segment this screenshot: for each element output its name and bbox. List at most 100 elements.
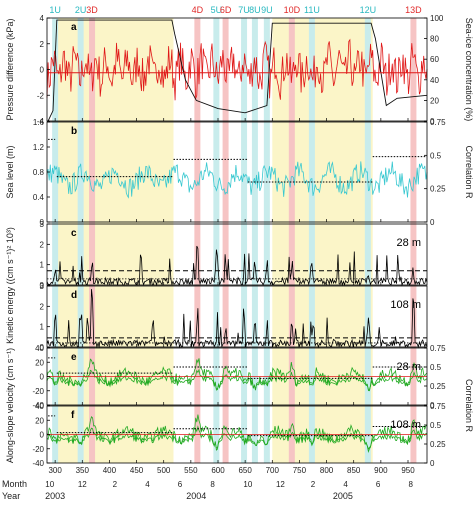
y-tick-label: 2: [40, 302, 45, 311]
panel-letter: a: [71, 22, 77, 33]
month-label: 4: [145, 480, 150, 489]
event-label: 8U: [249, 5, 261, 15]
y-tick-label: 1: [40, 323, 45, 332]
event-band: [89, 18, 96, 463]
y2-tick-label: 20: [430, 96, 439, 105]
y-tick-label: -20: [32, 445, 44, 454]
depth-label: 28 m: [397, 237, 421, 249]
y-tick-label: 3: [40, 220, 45, 229]
y-tick-label: 20: [35, 358, 44, 367]
y-tick-label: 0: [40, 343, 45, 352]
event-label: 10D: [284, 5, 301, 15]
x-tick-label: 800: [320, 466, 334, 475]
y2-tick-label: 0: [430, 401, 435, 410]
event-band: [52, 18, 59, 463]
y-tick-label: 0: [40, 218, 45, 227]
y-tick-label: 0.4: [33, 193, 45, 202]
event-band: [222, 18, 229, 463]
month-label: 4: [343, 480, 348, 489]
depth-label: 28 m: [397, 361, 421, 373]
month-label: 6: [376, 480, 381, 489]
month-label: 10: [243, 480, 252, 489]
y-axis-label: Kinetic energy ((cm s⁻¹)² 10³): [5, 227, 15, 344]
x-tick-label: 400: [103, 466, 117, 475]
panel-frame: [46, 285, 428, 348]
y-axis-label: Along-slope velocity (cm s⁻¹): [5, 348, 15, 463]
sea-level-line: [46, 161, 428, 199]
month-label: 10: [45, 480, 54, 489]
y-tick-label: 0: [40, 431, 45, 440]
x-tick-label: 600: [211, 466, 225, 475]
year-axis-title: Year: [2, 491, 20, 501]
month-label: 2: [311, 480, 316, 489]
event-label: 11U: [304, 5, 320, 15]
year-label: 2005: [333, 491, 353, 501]
y2-axis-label: Correlation R: [464, 379, 474, 433]
x-tick-label: 300: [48, 466, 62, 475]
panel-letter: d: [71, 290, 77, 301]
ice-period-band: [56, 18, 174, 463]
y2-tick-label: 0.75: [430, 118, 446, 127]
event-band: [263, 18, 270, 463]
event-label: 5U: [211, 5, 223, 15]
y-tick-label: -20: [32, 387, 44, 396]
month-label: 12: [78, 480, 87, 489]
event-label: 6D: [220, 5, 232, 15]
y-tick-label: 40: [35, 344, 44, 353]
kinetic-energy-line: [46, 245, 428, 287]
event-label: 1U: [49, 5, 61, 15]
y-tick-label: -2: [37, 91, 45, 100]
panel-frame: [46, 223, 428, 286]
y2-tick-label: 0: [430, 218, 435, 227]
month-axis-title: Month: [2, 479, 27, 489]
panel-letter: f: [71, 410, 75, 421]
y-tick-label: 0: [40, 66, 45, 75]
y2-tick-label: 100: [430, 14, 444, 23]
event-label: 3D: [86, 5, 98, 15]
y-tick-label: 0: [40, 373, 45, 382]
month-label: 12: [276, 480, 285, 489]
x-tick-label: 500: [157, 466, 171, 475]
year-label: 2003: [45, 491, 65, 501]
y2-tick-label: 40: [430, 76, 439, 85]
x-tick-label: 950: [401, 466, 415, 475]
y-tick-label: 2: [40, 240, 45, 249]
y2-tick-label: 0.5: [430, 363, 442, 372]
along-slope-velocity-line: [46, 425, 427, 451]
y-tick-label: 20: [35, 416, 44, 425]
y2-tick-label: 80: [430, 35, 439, 44]
month-label: 6: [178, 480, 183, 489]
event-band: [410, 18, 417, 463]
along-slope-velocity-line: [46, 368, 428, 391]
panel-letter: c: [71, 228, 77, 239]
x-tick-label: 650: [238, 466, 252, 475]
panel-letter: e: [71, 352, 77, 363]
x-tick-label: 900: [374, 466, 388, 475]
event-band: [251, 18, 258, 463]
x-tick-label: 700: [266, 466, 280, 475]
y-tick-label: 0: [40, 281, 45, 290]
event-band: [364, 18, 371, 463]
ice-period-band: [272, 18, 373, 463]
y-tick-label: -40: [32, 401, 44, 410]
event-label: 2U: [75, 5, 87, 15]
event-band: [288, 18, 295, 463]
event-label: 4D: [192, 5, 204, 15]
sea-ice-concentration-line: [47, 19, 428, 122]
depth-label: 108 m: [390, 299, 421, 311]
x-tick-label: 850: [347, 466, 361, 475]
y2-tick-label: 0.25: [430, 382, 446, 391]
depth-label: 108 m: [390, 419, 421, 431]
y-axis-label: Pressure difference (kPa): [5, 19, 15, 121]
y2-tick-label: 0.25: [430, 440, 446, 449]
event-band: [213, 18, 220, 463]
event-label: 12U: [360, 5, 377, 15]
y-tick-label: 0.8: [33, 168, 45, 177]
y-tick-label: -4: [37, 117, 45, 126]
y2-tick-label: 0.5: [430, 151, 442, 160]
y2-tick-label: 0: [430, 459, 435, 468]
month-label: 8: [408, 480, 413, 489]
panel-letter: b: [71, 126, 77, 137]
